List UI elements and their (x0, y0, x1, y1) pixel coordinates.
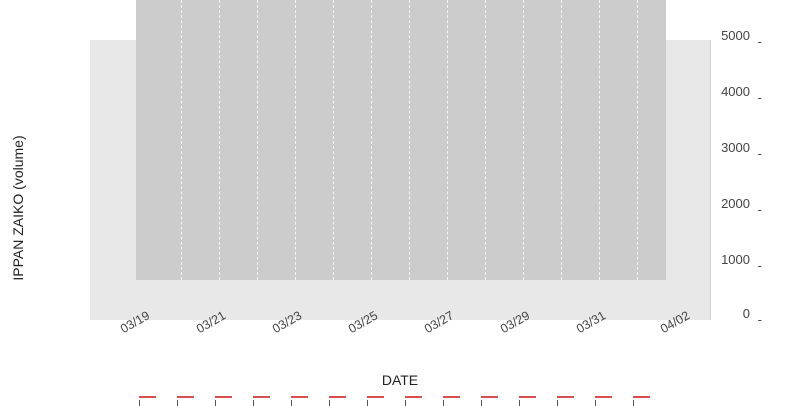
y-axis-right-line (710, 40, 711, 320)
x-axis-minor-tick (519, 400, 520, 406)
x-axis-minor-tick (367, 400, 368, 406)
candle-marker (253, 396, 270, 398)
candle-marker (367, 396, 384, 398)
x-axis-minor-tick (443, 400, 444, 406)
gridline-vertical (409, 0, 410, 280)
candle-marker (557, 396, 574, 398)
y-tick-label[interactable]: 3000 (721, 140, 750, 155)
x-axis-title: DATE (0, 372, 800, 388)
candle-marker (329, 396, 346, 398)
candle-marker (633, 396, 650, 398)
gridline-vertical (371, 0, 372, 280)
gridline-vertical (485, 0, 486, 280)
y-tick-label[interactable]: 4000 (721, 84, 750, 99)
gridline-vertical (447, 0, 448, 280)
x-axis-minor-tick (557, 400, 558, 406)
x-axis-minor-tick (481, 400, 482, 406)
candle-marker (139, 396, 156, 398)
y-axis-title: IPPAN ZAIKO (volume) (10, 135, 26, 280)
candle-marker (177, 396, 194, 398)
candle-marker (595, 396, 612, 398)
gridline-vertical (561, 0, 562, 280)
x-axis-minor-tick (253, 400, 254, 406)
candle-marker (215, 396, 232, 398)
candle-marker (405, 396, 422, 398)
gridline-vertical (219, 0, 220, 280)
y-tick-label[interactable]: 0 (743, 306, 750, 321)
x-axis-minor-tick (291, 400, 292, 406)
chart-container: 5138 RAKUTEN Candle(OHLC) / max 0 / last… (0, 0, 800, 400)
y-tick-dash: - (758, 202, 762, 217)
trading-region-band (136, 0, 666, 280)
gridline-vertical (333, 0, 334, 280)
gridline-vertical (181, 0, 182, 280)
y-tick-dash: - (758, 90, 762, 105)
y-tick-dash: - (758, 34, 762, 49)
x-axis-minor-tick (329, 400, 330, 406)
y-tick-dash: - (758, 146, 762, 161)
candle-marker (519, 396, 536, 398)
gridline-vertical (637, 0, 638, 280)
candle-marker (291, 396, 308, 398)
y-tick-label[interactable]: 1000 (721, 252, 750, 267)
x-axis-minor-tick (139, 400, 140, 406)
gridline-vertical (599, 0, 600, 280)
x-axis-minor-tick (405, 400, 406, 406)
y-tick-label[interactable]: 5000 (721, 28, 750, 43)
x-axis-minor-tick (633, 400, 634, 406)
gridline-vertical (523, 0, 524, 280)
candle-marker (443, 396, 460, 398)
gridline-vertical (295, 0, 296, 280)
y-tick-dash: - (758, 312, 762, 327)
x-axis-minor-tick (177, 400, 178, 406)
y-tick-label[interactable]: 2000 (721, 196, 750, 211)
y-tick-dash: - (758, 258, 762, 273)
candle-marker (481, 396, 498, 398)
x-axis-minor-tick (595, 400, 596, 406)
gridline-vertical (257, 0, 258, 280)
x-axis-minor-tick (215, 400, 216, 406)
